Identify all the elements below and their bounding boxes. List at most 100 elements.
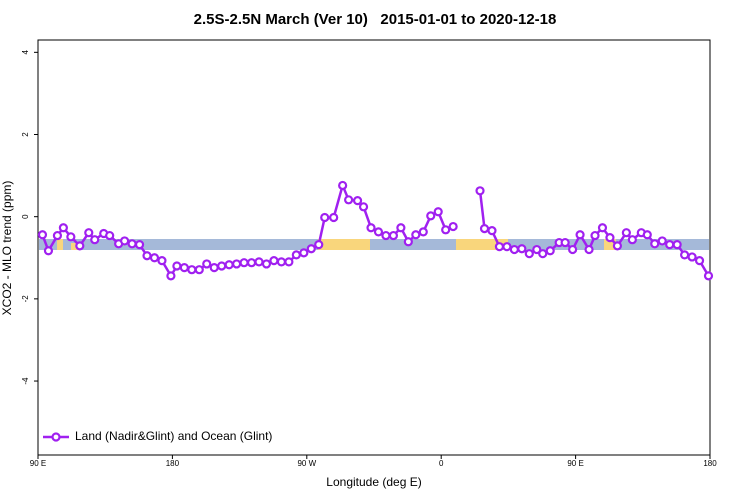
ocean-band: [39, 239, 709, 250]
data-point: [475, 186, 485, 196]
data-point: [179, 263, 189, 273]
data-point: [306, 244, 316, 254]
data-point: [694, 256, 705, 266]
data-point: [381, 230, 391, 241]
data-point: [479, 223, 490, 234]
y-tick-label: -4: [21, 377, 30, 385]
data-point: [612, 241, 623, 251]
data-point: [90, 235, 100, 245]
data-point: [254, 257, 264, 267]
data-point: [157, 256, 167, 266]
data-point: [105, 230, 115, 241]
x-tick-label: 90 E: [30, 459, 46, 468]
data-point: [166, 271, 176, 281]
data-point: [396, 223, 406, 233]
data-point: [224, 260, 234, 270]
x-axis-label: Longitude (deg E): [326, 475, 421, 489]
data-point: [448, 221, 458, 232]
land-band: [57, 239, 63, 250]
x-tick-label: 0: [439, 459, 444, 468]
data-point: [202, 259, 212, 269]
data-point: [621, 228, 631, 238]
data-point: [538, 249, 548, 259]
data-point: [568, 244, 578, 255]
data-point: [134, 240, 145, 250]
data-point: [142, 251, 152, 261]
data-point: [545, 246, 555, 256]
data-point: [366, 223, 376, 233]
land-band: [318, 239, 370, 250]
data-point: [605, 233, 615, 243]
data-point: [657, 236, 667, 246]
data-point: [172, 261, 182, 271]
data-point: [650, 239, 660, 249]
data-point: [373, 227, 384, 237]
data-point: [687, 252, 697, 262]
x-tick-label: 90 W: [297, 459, 316, 468]
data-point: [187, 265, 197, 275]
data-point: [532, 244, 542, 255]
data-point: [509, 244, 519, 255]
data-point: [575, 230, 585, 240]
data-point: [43, 246, 54, 256]
data-point: [584, 244, 594, 255]
data-point: [665, 240, 675, 250]
data-point: [209, 263, 219, 273]
data-point: [194, 265, 204, 275]
data-point: [627, 235, 637, 245]
data-point: [590, 230, 600, 241]
data-point: [269, 256, 279, 266]
data-point: [338, 180, 348, 191]
data-point: [517, 244, 527, 254]
x-tick-label: 180: [166, 459, 180, 468]
land-band: [604, 239, 616, 250]
data-point: [680, 250, 690, 260]
y-tick-label: -2: [21, 295, 30, 303]
data-point: [299, 248, 309, 258]
data-point: [276, 257, 287, 267]
data-point: [597, 223, 608, 233]
data-point: [524, 249, 534, 259]
data-point: [320, 212, 330, 223]
data-point: [66, 232, 76, 242]
plot-frame: [37, 39, 711, 456]
y-tick-label: 0: [21, 214, 30, 219]
land-band: [456, 239, 508, 250]
data-point: [502, 242, 512, 252]
data-point: [433, 207, 443, 217]
x-tick-label: 90 E: [567, 459, 583, 468]
data-point: [358, 202, 369, 212]
data-point: [494, 242, 505, 252]
data-point: [418, 227, 428, 237]
data-point: [487, 226, 497, 236]
y-tick-label: 2: [21, 132, 30, 137]
data-point: [149, 253, 160, 263]
data-point: [703, 271, 714, 281]
data-point: [58, 223, 68, 233]
data-point: [127, 239, 137, 249]
data-point: [217, 261, 227, 271]
data-point: [84, 228, 94, 238]
data-point: [37, 230, 48, 240]
y-tick-label: 4: [21, 50, 30, 55]
data-point: [411, 230, 421, 240]
data-point: [403, 237, 413, 247]
data-point: [672, 240, 682, 250]
chart-title: 2.5S-2.5N March (Ver 10) 2015-01-01 to 2…: [194, 11, 557, 28]
data-point: [426, 211, 436, 221]
x-tick-label: 180: [703, 459, 717, 468]
data-point: [261, 259, 272, 269]
data-point: [344, 195, 354, 205]
data-point: [52, 230, 63, 241]
data-point: [75, 241, 85, 251]
data-point: [441, 225, 451, 235]
data-point: [314, 240, 324, 250]
data-point: [388, 230, 399, 241]
y-axis-label: XCO2 - MLO trend (ppm): [0, 181, 14, 316]
data-point: [560, 237, 570, 248]
legend-marker: [51, 432, 61, 442]
data-point: [284, 257, 294, 267]
data-point: [291, 250, 301, 260]
data-point: [239, 258, 249, 268]
